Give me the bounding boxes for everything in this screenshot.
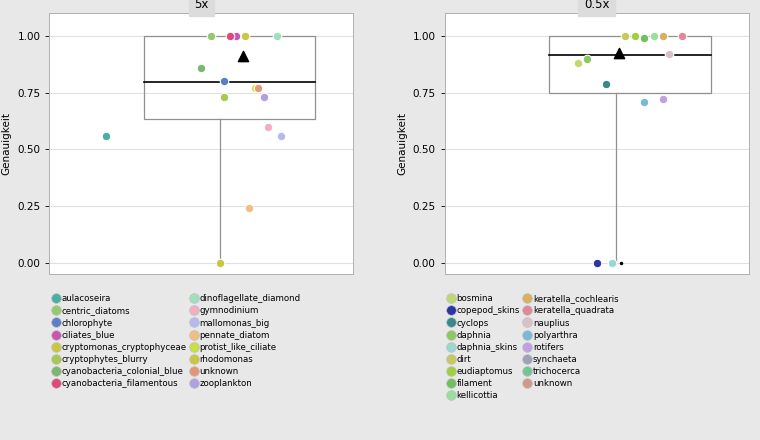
Y-axis label: Genauigkeit: Genauigkeit	[397, 112, 407, 175]
Point	[249, 84, 261, 92]
Point	[676, 33, 688, 40]
Point	[258, 94, 271, 101]
Point	[237, 53, 249, 60]
Point	[629, 33, 641, 40]
Point	[239, 33, 251, 40]
Point	[261, 123, 274, 130]
Point	[205, 33, 217, 40]
Legend: aulacoseira, centric_diatoms, chlorophyte, ciliates_blue, cryptomonas_cryptophyc: aulacoseira, centric_diatoms, chlorophyt…	[54, 294, 301, 388]
Title: 5x: 5x	[195, 0, 208, 11]
Bar	[144, 36, 315, 119]
Point	[613, 49, 625, 56]
Point	[252, 84, 264, 92]
Point	[657, 33, 669, 40]
Point	[581, 55, 593, 62]
Bar	[549, 36, 711, 92]
Title: 0.5x: 0.5x	[584, 0, 610, 11]
Point	[243, 205, 255, 212]
Point	[230, 33, 242, 40]
Point	[572, 59, 584, 66]
Y-axis label: Genauigkeit: Genauigkeit	[2, 112, 11, 175]
Point	[218, 78, 230, 85]
Point	[100, 132, 112, 139]
Point	[214, 259, 226, 266]
Point	[657, 96, 669, 103]
Point	[663, 51, 675, 58]
Point	[275, 132, 287, 139]
Point	[195, 64, 207, 71]
Point	[600, 80, 612, 87]
Point	[224, 33, 236, 40]
Legend: bosmina, copepod_skins, cyclops, daphnia, daphnia_skins, dirt, eudiaptomus, fila: bosmina, copepod_skins, cyclops, daphnia…	[449, 294, 619, 400]
Point	[619, 33, 631, 40]
Point	[271, 33, 283, 40]
Point	[591, 259, 603, 266]
Point	[606, 259, 618, 266]
Point	[638, 98, 650, 105]
Point	[638, 35, 650, 42]
Point	[648, 33, 660, 40]
Point	[218, 94, 230, 101]
